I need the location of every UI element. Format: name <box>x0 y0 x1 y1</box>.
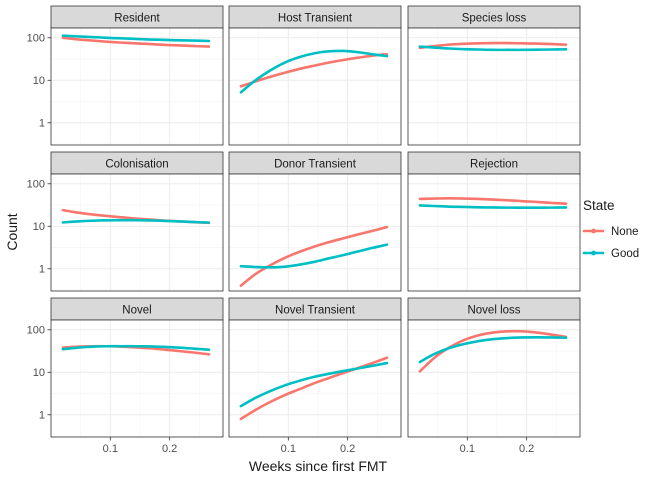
panel-border <box>50 319 224 438</box>
panel-title-species-loss: Species loss <box>462 13 527 25</box>
panel-border <box>228 173 402 292</box>
legend-item-none: None <box>582 226 639 238</box>
panel-title-host-transient: Host Transient <box>278 13 353 25</box>
panel-title-rejection: Rejection <box>470 159 518 171</box>
y-tick-label: 100 <box>27 325 45 337</box>
panel-border <box>50 173 224 292</box>
panel-resident: Resident <box>50 5 224 146</box>
y-tick-label: 100 <box>27 33 45 45</box>
panel-title-novel-loss: Novel loss <box>467 305 520 317</box>
y-axis-title: Count <box>4 213 20 250</box>
y-tick-label: 1 <box>39 264 45 276</box>
panel-border <box>50 27 224 146</box>
panel-novel-loss: Novel loss <box>407 297 581 438</box>
legend: State None Good <box>582 198 639 260</box>
series-line-good-novel-loss <box>418 336 568 364</box>
series-line-good-resident <box>61 34 211 43</box>
panel-species-loss: Species loss <box>407 5 581 146</box>
panel-border <box>228 319 402 438</box>
panel-background <box>408 174 580 291</box>
panel-colonisation: Colonisation <box>50 151 224 292</box>
y-tick-label: 10 <box>33 221 45 233</box>
panel-background <box>51 174 223 291</box>
series-line-good-rejection <box>418 204 568 209</box>
series-line-good-novel-transient <box>239 361 389 408</box>
panel-novel-transient: Novel Transient <box>228 297 402 438</box>
x-tick-label: 0.1 <box>281 443 296 455</box>
y-tick-label: 1 <box>39 118 45 130</box>
legend-key-dot-good <box>591 250 596 256</box>
x-tick-label: 0.1 <box>460 443 475 455</box>
panel-title-donor-transient: Donor Transient <box>274 159 357 171</box>
x-tick-label: 0.1 <box>103 443 118 455</box>
panel-border <box>407 173 581 292</box>
panels-layer: Resident Host Transient Species loss Coloni… <box>50 5 581 438</box>
x-axis-title: Weeks since first FMT <box>249 458 388 474</box>
panel-rejection: Rejection <box>407 151 581 292</box>
y-tick-label: 100 <box>27 179 45 191</box>
panel-border <box>407 319 581 438</box>
x-tick-label: 0.2 <box>162 443 177 455</box>
panel-title-novel-transient: Novel Transient <box>275 305 356 317</box>
series-line-none-host-transient <box>239 52 389 88</box>
panel-title-novel: Novel <box>122 305 151 317</box>
series-line-good-species-loss <box>418 45 568 52</box>
series-line-none-species-loss <box>418 41 568 50</box>
series-line-none-rejection <box>418 197 568 205</box>
panel-title-resident: Resident <box>114 13 160 25</box>
panel-border <box>407 27 581 146</box>
axis-layer: 1 10 100 1 10 100 1 10 100 0.1 0.2 0.1 0.2 0.1 0.2 <box>27 33 535 455</box>
y-tick-label: 10 <box>33 367 45 379</box>
panel-donor-transient: Donor Transient <box>228 151 402 292</box>
series-line-good-novel <box>61 344 211 351</box>
legend-item-good: Good <box>582 248 639 260</box>
panel-border <box>228 27 402 146</box>
series-line-good-donor-transient <box>239 243 389 269</box>
panel-background <box>229 320 401 437</box>
series-line-good-colonisation <box>61 218 211 224</box>
y-tick-label: 10 <box>33 75 45 87</box>
series-line-none-resident <box>61 36 211 48</box>
legend-title: State <box>583 198 615 213</box>
legend-label-none: None <box>611 226 639 238</box>
y-tick-label: 1 <box>39 410 45 422</box>
panel-background <box>51 28 223 145</box>
panel-background <box>229 28 401 145</box>
legend-label-good: Good <box>611 248 639 260</box>
legend-key-dot-none <box>591 228 596 234</box>
series-line-good-host-transient <box>239 49 389 94</box>
panel-background <box>51 320 223 437</box>
panel-novel: Novel <box>50 297 224 438</box>
x-tick-label: 0.2 <box>519 443 534 455</box>
panel-title-colonisation: Colonisation <box>105 159 168 171</box>
panel-host-transient: Host Transient <box>228 5 402 146</box>
x-tick-label: 0.2 <box>340 443 355 455</box>
